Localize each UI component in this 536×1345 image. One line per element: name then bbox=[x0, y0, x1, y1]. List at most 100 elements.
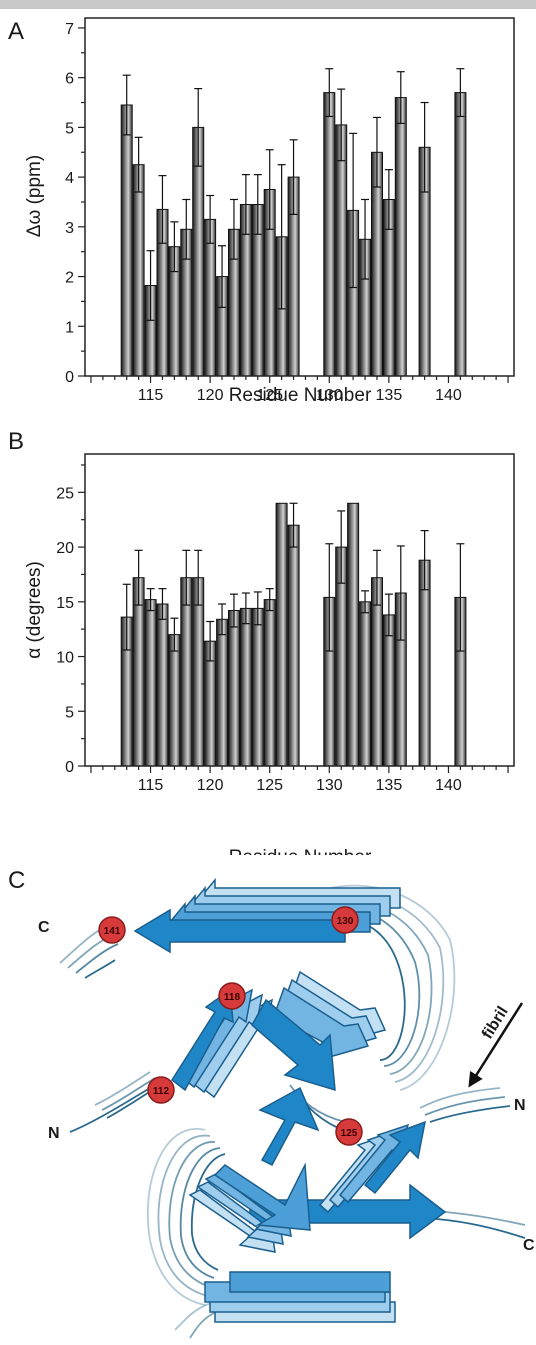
error-bar-residue-134 bbox=[372, 116, 381, 188]
bar-residue-117 bbox=[168, 634, 181, 767]
y-tick-label: 10 bbox=[56, 650, 74, 667]
x-tick-label: 120 bbox=[197, 387, 224, 404]
svg-text:125: 125 bbox=[341, 1128, 358, 1139]
error-bar-residue-138 bbox=[420, 530, 429, 591]
y-tick-label: 3 bbox=[65, 220, 74, 237]
bar-residue-123 bbox=[239, 607, 252, 767]
residue-marker-125: 125 bbox=[335, 1118, 363, 1146]
error-bar-residue-135 bbox=[384, 593, 393, 637]
panel-letter-b: B bbox=[8, 428, 24, 455]
residue-marker-141: 141 bbox=[98, 916, 126, 944]
error-bar-residue-136 bbox=[396, 71, 405, 125]
bar-residue-116 bbox=[156, 603, 169, 767]
bar-residue-134 bbox=[371, 577, 383, 767]
bar-residue-138 bbox=[418, 559, 431, 767]
strand-stack-bottom-left bbox=[188, 1086, 320, 1253]
n-terminus-label-right: N bbox=[514, 1097, 526, 1114]
bar-residue-130 bbox=[323, 92, 336, 377]
error-bar-residue-123 bbox=[241, 592, 250, 625]
fibril-axis-arrow bbox=[468, 1002, 524, 1088]
error-bar-residue-113 bbox=[122, 74, 131, 136]
svg-text:130: 130 bbox=[337, 916, 354, 927]
bar-residue-131 bbox=[335, 124, 348, 377]
error-bar-residue-119 bbox=[194, 549, 203, 606]
error-bar-residue-131 bbox=[337, 88, 346, 162]
x-tick-label: 140 bbox=[435, 387, 462, 404]
bar-residue-115 bbox=[144, 599, 157, 767]
x-tick-label: 135 bbox=[376, 387, 403, 404]
error-bar-residue-118 bbox=[182, 549, 191, 606]
svg-text:112: 112 bbox=[153, 1086, 170, 1097]
y-tick-label: 5 bbox=[65, 120, 74, 137]
error-bar-residue-120 bbox=[206, 620, 215, 662]
residue-marker-130: 130 bbox=[331, 906, 359, 934]
error-bar-residue-130 bbox=[325, 68, 334, 118]
bar-residue-133 bbox=[359, 601, 372, 767]
bar-residue-135 bbox=[382, 614, 395, 767]
error-bar-residue-127 bbox=[289, 139, 298, 216]
y-tick-label: 6 bbox=[65, 71, 74, 88]
y-tick-label: 1 bbox=[65, 319, 74, 336]
panel-letter-c: C bbox=[8, 867, 25, 894]
error-bar-residue-125 bbox=[265, 588, 274, 612]
plot-frame bbox=[84, 17, 515, 377]
strand-stack-top-right bbox=[251, 970, 387, 1092]
bar-residue-124 bbox=[251, 607, 264, 767]
y-tick-label: 0 bbox=[65, 369, 74, 386]
error-bar-residue-123 bbox=[241, 174, 250, 235]
bar-residue-136 bbox=[394, 97, 407, 377]
strand-stack-top-left bbox=[171, 988, 274, 1099]
error-bar-residue-116 bbox=[158, 175, 167, 244]
x-tick-label: 115 bbox=[138, 387, 164, 404]
x-tick-label: 120 bbox=[197, 777, 224, 794]
svg-text:141: 141 bbox=[104, 926, 121, 937]
error-bar-residue-131 bbox=[337, 510, 346, 584]
n-terminus-label-left: N bbox=[48, 1125, 60, 1142]
error-bar-residue-133 bbox=[361, 198, 370, 280]
error-bar-residue-141 bbox=[456, 68, 465, 118]
strand-stack-bottom-horizontal bbox=[204, 1183, 447, 1323]
c-terminus-label-bottom: C bbox=[523, 1237, 535, 1254]
x-tick-label: 130 bbox=[316, 387, 343, 404]
y-tick-label: 0 bbox=[65, 759, 74, 776]
error-bar-residue-119 bbox=[194, 88, 203, 167]
error-bar-residue-122 bbox=[229, 198, 238, 260]
error-bar-residue-121 bbox=[218, 603, 227, 636]
error-bar-residue-114 bbox=[134, 136, 143, 193]
x-tick-label: 140 bbox=[435, 777, 462, 794]
x-tick-label: 115 bbox=[138, 777, 164, 794]
error-bar-residue-134 bbox=[372, 549, 381, 606]
error-bar-residue-126 bbox=[277, 164, 286, 310]
error-bar-residue-132 bbox=[349, 132, 358, 289]
error-bar-residue-116 bbox=[158, 588, 167, 620]
x-tick-label: 130 bbox=[316, 777, 343, 794]
bar-residue-125 bbox=[263, 599, 276, 767]
x-tick-label: 125 bbox=[256, 387, 283, 404]
bar-residue-127 bbox=[287, 524, 300, 767]
panel-c-fibril-structure: C bbox=[8, 867, 535, 1339]
error-bar-residue-117 bbox=[170, 221, 179, 273]
y-axis-title: Δω (ppm) bbox=[24, 155, 45, 237]
error-bar-residue-125 bbox=[265, 149, 274, 230]
y-tick-label: 15 bbox=[56, 595, 74, 612]
bottom-loops bbox=[146, 1087, 526, 1339]
x-tick-label: 135 bbox=[376, 777, 403, 794]
y-tick-label: 25 bbox=[56, 485, 74, 502]
error-bar-residue-124 bbox=[253, 591, 262, 626]
error-bar-residue-118 bbox=[182, 198, 191, 260]
error-bar-residue-122 bbox=[229, 593, 238, 628]
bar-residue-126 bbox=[275, 502, 288, 767]
bar-residue-141 bbox=[454, 92, 467, 377]
bar-residue-119 bbox=[192, 577, 205, 767]
bar-residue-132 bbox=[347, 502, 360, 767]
bar-residue-121 bbox=[216, 618, 229, 767]
panel-a-bar-chart: A 115 120 125 130 135 140 0 1 2 3 4 5 6 7 Residue Num… bbox=[8, 17, 515, 406]
residue-marker-112: 112 bbox=[147, 1076, 175, 1104]
c-terminus-label-top: C bbox=[38, 919, 50, 936]
bar-residue-122 bbox=[228, 610, 240, 767]
error-bar-residue-136 bbox=[396, 545, 405, 641]
svg-text:118: 118 bbox=[224, 992, 241, 1003]
x-axis-title: Residue Number bbox=[229, 385, 372, 406]
error-bar-residue-138 bbox=[420, 101, 429, 193]
strand-stack-top-horizontal bbox=[133, 877, 401, 954]
